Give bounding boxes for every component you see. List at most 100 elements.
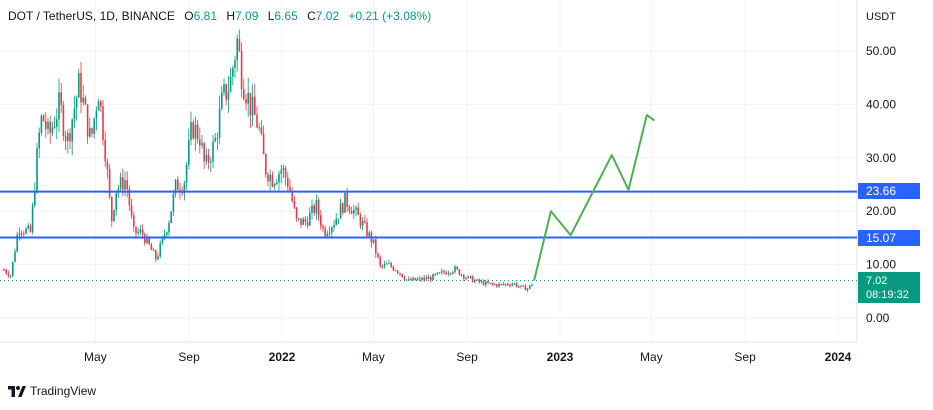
candle-body: [122, 177, 124, 190]
symbol-name[interactable]: DOT / TetherUS, 1D, BINANCE: [8, 9, 175, 23]
candle-body: [348, 206, 351, 211]
projection-line: [533, 114, 655, 281]
candle-body: [278, 173, 280, 183]
candle-body: [388, 263, 390, 265]
candle-body: [377, 253, 379, 258]
tradingview-logo[interactable]: TradingView: [8, 384, 96, 398]
candle-body: [447, 273, 450, 275]
candle-body: [53, 126, 56, 128]
candle-body: [82, 97, 84, 103]
x-tick-label: Sep: [178, 350, 200, 364]
current-price: 7.02: [866, 275, 888, 287]
candle-body: [476, 279, 478, 281]
candle-body: [313, 205, 315, 214]
candle-body: [157, 256, 159, 260]
candle-body: [58, 92, 60, 120]
candle-body: [188, 139, 190, 165]
y-axis-ticks: 0.00 10.00 20.00 30.00 40.00 50.00: [866, 44, 896, 325]
candle-body: [159, 243, 161, 257]
candle-body: [518, 286, 520, 288]
candle-body: [40, 115, 43, 133]
candle-body: [443, 271, 445, 273]
current-price-tag: 7.02 08:19:32: [858, 272, 920, 303]
candle-body: [243, 89, 245, 99]
candle-body: [456, 266, 458, 270]
candle-body: [302, 218, 304, 225]
brand-name: TradingView: [30, 384, 97, 398]
candle-body: [47, 121, 49, 130]
candle-body: [155, 250, 157, 260]
candle-body: [214, 137, 216, 142]
candlestick-series: [3, 29, 533, 293]
candle-body: [229, 76, 232, 92]
candle-body: [89, 128, 91, 137]
candle-body: [199, 139, 201, 146]
candle-body: [421, 278, 423, 281]
candle-body: [148, 236, 150, 245]
candle-body: [306, 221, 309, 226]
candle-body: [524, 285, 527, 291]
chart-grid: [0, 0, 858, 343]
tradingview-logo-icon: [8, 385, 26, 397]
candle-body: [51, 127, 54, 133]
candle-body: [507, 283, 509, 285]
candle-body: [124, 180, 126, 190]
candle-body: [34, 191, 36, 206]
candle-body: [328, 232, 331, 234]
candle-body: [69, 133, 71, 142]
candle-body: [344, 192, 346, 213]
candle-body: [192, 122, 194, 139]
candle-body: [62, 105, 65, 137]
candle-body: [423, 277, 425, 281]
candle-body: [425, 277, 428, 280]
candle-body: [111, 196, 113, 221]
candle-body: [386, 263, 388, 265]
candle-body: [504, 283, 507, 285]
candle-body: [172, 193, 175, 212]
candle-body: [273, 184, 276, 187]
candle-body: [463, 274, 465, 279]
candle-body: [152, 249, 155, 251]
candle-body: [482, 281, 485, 285]
candle-body: [113, 210, 115, 221]
candle-body: [500, 283, 502, 285]
candle-body: [133, 215, 135, 227]
candle-body: [460, 274, 463, 276]
candle-body: [18, 233, 21, 235]
level-tag-upper: 23.66: [858, 183, 920, 199]
candle-body: [247, 92, 249, 104]
candle-body: [511, 283, 513, 286]
candle-body: [84, 97, 87, 105]
x-tick-label: Sep: [456, 350, 478, 364]
candle-body: [405, 279, 408, 281]
high-label: H: [226, 9, 236, 23]
candle-body: [408, 278, 410, 280]
candle-body: [161, 237, 164, 244]
candle-body: [489, 283, 491, 285]
candle-body: [436, 272, 439, 275]
candle-body: [225, 84, 227, 100]
candle-body: [144, 234, 146, 244]
candle-body: [513, 283, 516, 285]
candle-body: [434, 274, 436, 276]
symbol-legend: DOT / TetherUS, 1D, BINANCE O6.81 H7.09 …: [8, 9, 431, 23]
candle-body: [71, 119, 73, 142]
candle-body: [379, 257, 381, 266]
candle-body: [104, 140, 106, 162]
candle-body: [520, 285, 522, 287]
candle-body: [45, 121, 47, 130]
candle-body: [93, 118, 95, 134]
level-tag-lower: 15.07: [858, 230, 920, 246]
candle-body: [320, 215, 322, 227]
candle-body: [262, 133, 265, 155]
candle-body: [49, 121, 51, 133]
candle-body: [289, 186, 291, 191]
projection-path: [533, 114, 655, 281]
candle-body: [467, 276, 469, 279]
high-value: 7.09: [235, 9, 259, 23]
candle-body: [240, 50, 243, 90]
candle-body: [232, 68, 234, 77]
candle-body: [529, 285, 531, 289]
candle-body: [56, 119, 58, 127]
